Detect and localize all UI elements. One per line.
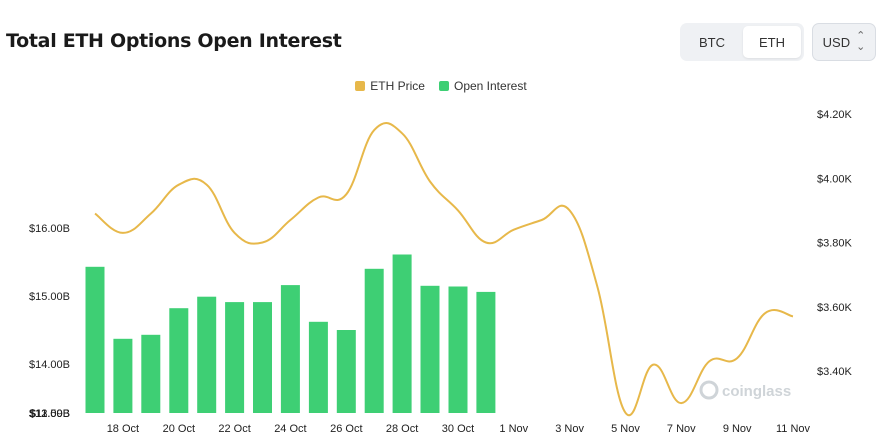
x-axis-tick-label: 30 Oct <box>442 423 474 435</box>
x-axis-tick-label: 7 Nov <box>667 423 696 435</box>
btc-toggle-button[interactable]: BTC <box>699 34 725 50</box>
right-axis-tick-label: $3.40K <box>817 366 853 378</box>
watermark-text: coinglass <box>722 383 791 400</box>
left-axis-tick-label: $14.00B <box>29 359 70 371</box>
currency-select[interactable]: USD ⌃ ⌄ <box>812 23 876 61</box>
left-axis-tick-label: $16.00B <box>29 223 70 235</box>
left-axis-tick-label: $12.00B <box>29 408 70 420</box>
oi-bar-18-oct[interactable] <box>113 338 133 413</box>
left-axis-tick-label: $11.59B <box>30 408 70 420</box>
legend-item-open-interest[interactable]: Open Interest <box>438 79 527 93</box>
watermark-logo-icon <box>699 380 719 400</box>
left-axis-tick-label: $15.00B <box>29 291 70 303</box>
x-axis-tick-label: 26 Oct <box>330 423 362 435</box>
oi-bar-23-oct[interactable] <box>253 302 272 413</box>
x-axis-tick-label: 20 Oct <box>163 423 195 435</box>
oi-bar-22-oct[interactable] <box>225 302 245 413</box>
right-axis-ticks: $4.20K $4.00K $3.80K $3.60K $3.40K <box>817 109 853 378</box>
chevron-up-down-icon: ⌃ ⌄ <box>856 30 866 53</box>
eth-toggle-button[interactable]: ETH <box>743 26 801 58</box>
oi-bar-25-oct[interactable] <box>308 321 328 413</box>
open-interest-bars <box>85 254 496 414</box>
asset-toggle: BTC ETH <box>680 23 804 61</box>
left-axis-ticks: $16.00B $15.00B $14.00B $13.00B$12.00B$11.5… <box>29 223 70 420</box>
left-axis-tick-label: $13.00B <box>29 408 70 420</box>
currency-value: USD <box>822 34 851 50</box>
oi-bar-27-oct[interactable] <box>364 268 384 413</box>
legend-item-eth-price[interactable]: ETH Price <box>355 79 425 93</box>
right-axis-tick-label: $3.60K <box>817 302 853 314</box>
eth-price-line-layer <box>94 122 794 417</box>
legend-swatch-eth-price <box>355 81 366 91</box>
x-axis-tick-label: 5 Nov <box>611 423 640 435</box>
x-axis-tick-label: 18 Oct <box>107 423 139 435</box>
x-axis-tick-label: 9 Nov <box>723 423 752 435</box>
x-axis-tick-label: 11 Nov <box>776 423 811 435</box>
legend-label-open-interest: Open Interest <box>453 79 527 93</box>
x-axis-tick-label: 24 Oct <box>274 423 306 435</box>
oi-bar-20-oct[interactable] <box>169 308 189 413</box>
x-axis-tick-label: 28 Oct <box>386 423 418 435</box>
legend-swatch-open-interest <box>438 81 449 91</box>
oi-bar-31-oct[interactable] <box>476 291 496 413</box>
chart-legend: ETH Price Open Interest <box>0 79 882 93</box>
oi-bar-29-oct[interactable] <box>420 285 440 413</box>
oi-bar-17-oct[interactable] <box>85 266 105 413</box>
page-title: Total ETH Options Open Interest <box>6 30 342 52</box>
oi-bar-24-oct[interactable] <box>280 285 300 413</box>
right-axis-tick-label: $4.20K <box>817 109 853 121</box>
eth-price-line[interactable] <box>94 122 794 417</box>
oi-bar-28-oct[interactable] <box>392 254 412 414</box>
legend-label-eth-price: ETH Price <box>370 79 425 93</box>
x-axis-ticks: 18 Oct 20 Oct 22 Oct 24 Oct 26 Oct 28 Oct 30 O… <box>107 423 811 435</box>
x-axis-tick-label: 1 Nov <box>499 423 528 435</box>
oi-bar-26-oct[interactable] <box>336 330 356 413</box>
right-axis-tick-label: $3.80K <box>817 238 853 250</box>
oi-bar-21-oct[interactable] <box>197 296 217 413</box>
watermark: coinglass <box>699 380 791 400</box>
x-axis-tick-label: 3 Nov <box>555 423 584 435</box>
oi-bar-19-oct[interactable] <box>141 334 161 413</box>
oi-bar-30-oct[interactable] <box>448 286 468 414</box>
x-axis-tick-label: 22 Oct <box>218 423 250 435</box>
right-axis-tick-label: $4.00K <box>817 173 853 185</box>
